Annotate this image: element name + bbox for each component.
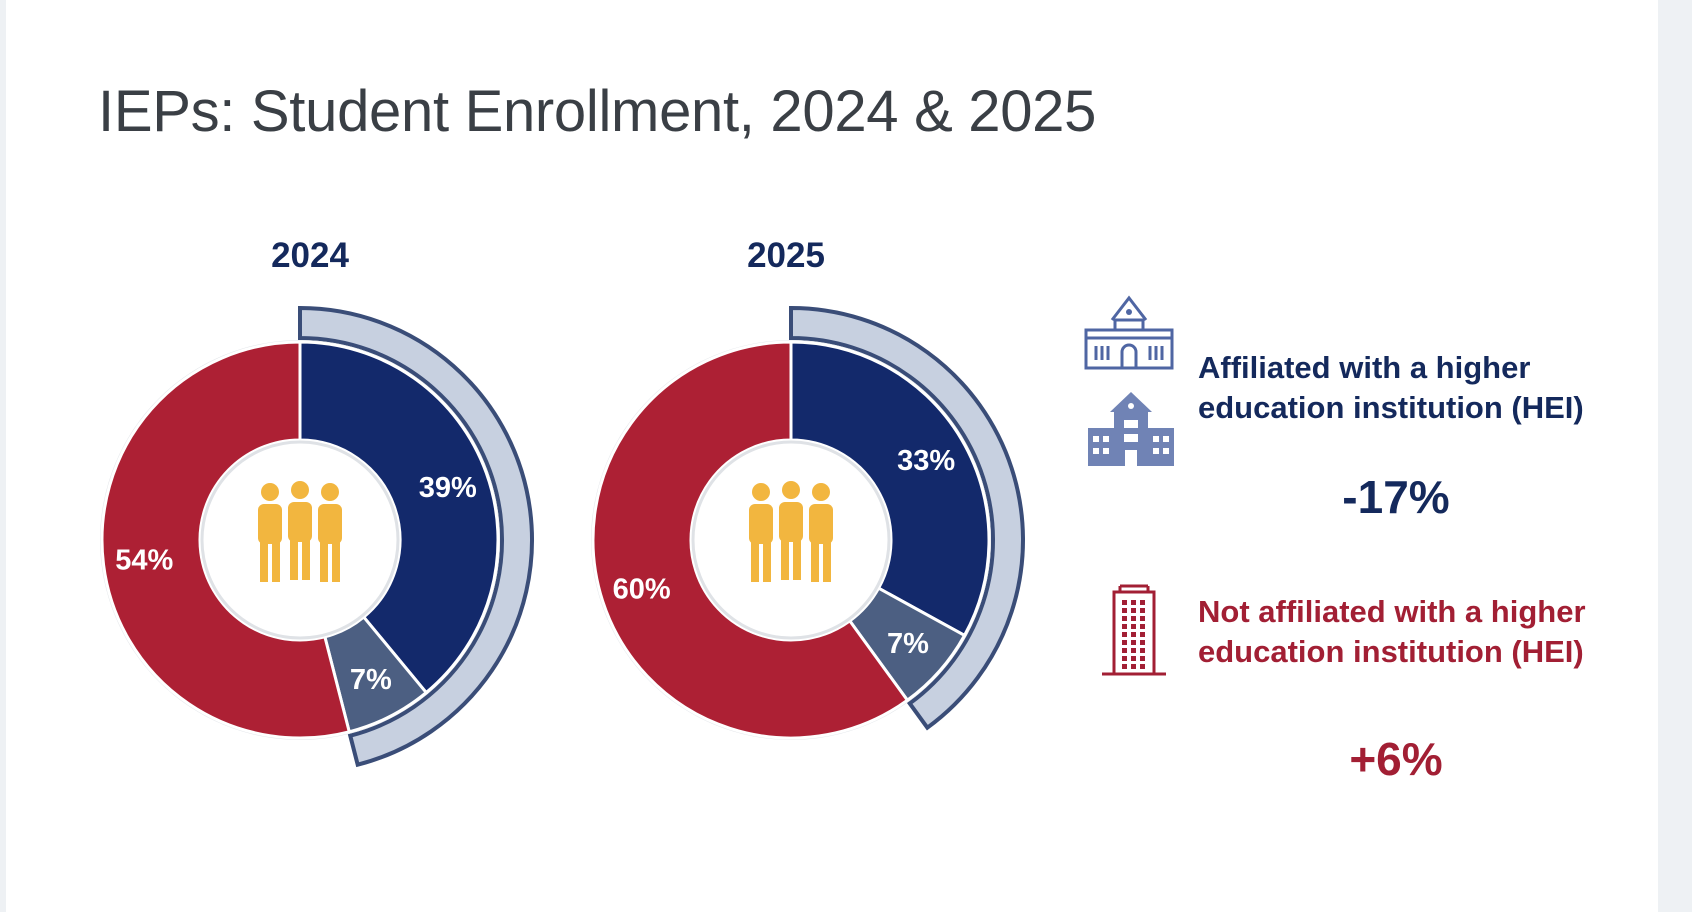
slice-label-hei-2024: 39% bbox=[419, 472, 477, 504]
people-group-icon bbox=[258, 481, 342, 582]
office-tower-icon bbox=[1102, 584, 1166, 676]
slice-label-non-hei-2025: 60% bbox=[613, 574, 671, 606]
hei-change-value: -17% bbox=[1342, 471, 1450, 523]
chart-title-2025: 2025 bbox=[747, 236, 825, 275]
legend-nonhei-label-line1: Not affiliated with a higher bbox=[1198, 594, 1586, 629]
slice-label-hei-other-2024: 7% bbox=[350, 664, 392, 696]
slice-non-hei-2025 bbox=[591, 340, 910, 740]
slice-hei-2024 bbox=[298, 340, 500, 695]
legend-hei-label: Affiliated with a higher education insti… bbox=[1198, 348, 1638, 428]
nonhei-change-value: +6% bbox=[1349, 733, 1443, 785]
legend-nonhei-label-line2: education institution (HEI) bbox=[1198, 634, 1584, 669]
slice-non-hei-2024 bbox=[100, 340, 352, 740]
slice-label-hei-other-2025: 7% bbox=[887, 628, 929, 660]
legend-hei-label-line2: education institution (HEI) bbox=[1198, 390, 1584, 425]
slice-hei-2025 bbox=[789, 340, 991, 638]
page-title: IEPs: Student Enrollment, 2024 & 2025 bbox=[98, 79, 1097, 144]
people-group-icon bbox=[749, 481, 833, 582]
legend-hei-label-line1: Affiliated with a higher bbox=[1198, 350, 1531, 385]
slice-label-hei-2025: 33% bbox=[897, 445, 955, 477]
donut-chart-2025: 33% 7% 60% bbox=[591, 305, 1025, 740]
slice-label-non-hei-2024: 54% bbox=[115, 545, 173, 577]
hei-share-arc-2025 bbox=[789, 305, 1025, 731]
university-building-outline-icon bbox=[1084, 295, 1174, 370]
donut-chart-2024: 39% 7% 54% bbox=[100, 305, 534, 768]
legend-nonhei-label: Not affiliated with a higher education i… bbox=[1198, 592, 1638, 672]
school-building-icon bbox=[1088, 392, 1174, 466]
slide: IEPs: Student Enrollment, 2024 & 2025 20… bbox=[6, 0, 1658, 912]
hei-share-arc-2024 bbox=[298, 305, 534, 768]
chart-title-2024: 2024 bbox=[271, 236, 349, 275]
